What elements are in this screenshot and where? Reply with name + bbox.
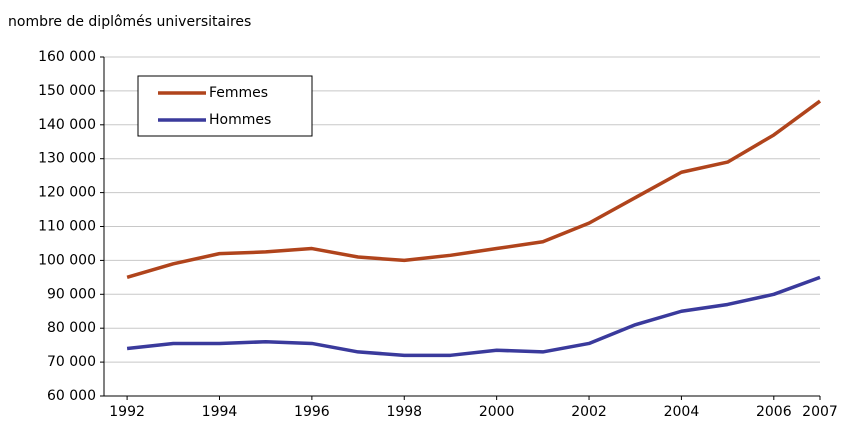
y-tick-label: 150 000 [38,83,96,99]
x-tick-label: 1992 [109,404,145,420]
legend-label: Femmes [209,85,268,101]
y-tick-label: 120 000 [38,185,96,201]
legend-label: Hommes [209,112,271,128]
line [126,275,821,358]
x-tick-label: 1994 [202,404,238,420]
y-tick-label: 140 000 [38,117,96,133]
y-tick-label: 160 000 [38,49,96,65]
y-tick-label: 100 000 [38,252,96,268]
x-tick-label: 1998 [386,404,422,420]
y-tick-label: 130 000 [38,151,96,167]
x-tick-label: 1996 [294,404,330,420]
x-tick-label: 2006 [756,404,792,420]
y-tick-label: 110 000 [38,219,96,235]
y-tick-label: 90 000 [47,286,96,302]
legend-box [137,75,313,137]
y-tick-label: 70 000 [47,354,96,370]
x-tick-label: 2004 [664,404,700,420]
line [126,99,822,280]
y-axis-label: nombre de diplômés universitaires [8,14,251,30]
y-tick-label: 80 000 [47,320,96,336]
x-tick-label: 2002 [571,404,607,420]
x-tick-label: 2000 [479,404,515,420]
y-tick-label: 60 000 [47,388,96,404]
x-tick-label: 2007 [802,404,838,420]
